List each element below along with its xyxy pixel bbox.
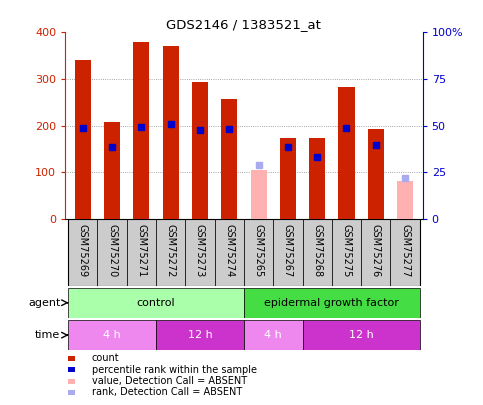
Text: rank, Detection Call = ABSENT: rank, Detection Call = ABSENT [92,388,242,397]
Bar [156,320,244,350]
Bar [75,60,91,219]
Text: time: time [35,330,60,340]
Title: GDS2146 / 1383521_at: GDS2146 / 1383521_at [167,18,321,31]
Bar [133,42,149,219]
Bar [302,320,420,350]
Bar [163,46,179,219]
Text: 4 h: 4 h [103,330,121,340]
Bar [397,181,413,219]
Bar [309,138,325,219]
Text: GSM75273: GSM75273 [195,224,205,277]
Text: GSM75269: GSM75269 [78,224,88,277]
Bar [368,129,384,219]
Bar [68,288,244,318]
Text: GSM75274: GSM75274 [224,224,234,277]
Bar [302,219,332,286]
Bar [156,219,185,286]
Text: 4 h: 4 h [264,330,282,340]
Bar [273,219,302,286]
Bar [244,320,302,350]
Text: value, Detection Call = ABSENT: value, Detection Call = ABSENT [92,376,247,386]
Bar [192,82,208,219]
Text: 12 h: 12 h [187,330,213,340]
Text: percentile rank within the sample: percentile rank within the sample [92,365,257,375]
Text: agent: agent [28,298,60,308]
Bar [390,219,420,286]
Text: GSM75267: GSM75267 [283,224,293,277]
Bar [68,219,98,286]
Text: epidermal growth factor: epidermal growth factor [264,298,399,308]
Text: GSM75275: GSM75275 [341,224,352,277]
Bar [339,87,355,219]
Bar [104,122,120,219]
Bar [214,219,244,286]
Text: control: control [137,298,175,308]
Bar [244,219,273,286]
Bar [221,98,237,219]
Bar [68,320,156,350]
Bar [361,219,390,286]
Text: GSM75272: GSM75272 [166,224,176,277]
Text: GSM75277: GSM75277 [400,224,410,277]
Text: GSM75265: GSM75265 [254,224,264,277]
Bar [244,288,420,318]
Bar [251,170,267,219]
Bar [332,219,361,286]
Bar [185,219,214,286]
Text: GSM75276: GSM75276 [371,224,381,277]
Bar [127,219,156,286]
Text: GSM75268: GSM75268 [312,224,322,277]
Text: 12 h: 12 h [349,330,373,340]
Bar [280,138,296,219]
Text: GSM75271: GSM75271 [136,224,146,277]
Text: GSM75270: GSM75270 [107,224,117,277]
Bar [98,219,127,286]
Text: count: count [92,354,119,363]
